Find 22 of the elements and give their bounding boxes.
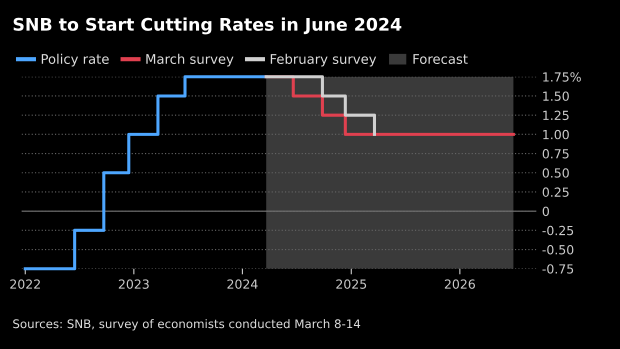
y-tick-label: -0.25: [542, 226, 574, 236]
y-tick-label: -0.50: [542, 245, 574, 254]
source-note: Sources: SNB, survey of economists conducted March 8-14: [13, 319, 360, 331]
legend-label: Forecast: [413, 54, 468, 64]
legend-label: March survey: [146, 54, 234, 67]
y-tick-label: 1.25: [543, 110, 569, 120]
x-tick-label: 2025: [336, 279, 366, 289]
y-tick-label: 0: [542, 206, 549, 216]
y-tick-label: 0.75: [542, 149, 569, 158]
x-tick-label: 2026: [444, 279, 475, 289]
chart-title: SNB to Start Cutting Rates in June 2024: [14, 17, 402, 34]
x-tick-label: 2024: [227, 279, 258, 289]
x-tick-label: 2023: [118, 279, 149, 289]
y-tick-label: 0.25: [542, 187, 569, 197]
y-tick-label: -0.75: [542, 264, 574, 274]
legend-label: Policy rate: [42, 54, 109, 67]
legend-label: February survey: [270, 54, 376, 67]
y-tick-label: 1.75%: [543, 72, 581, 82]
y-tick-label: 1.50: [543, 91, 569, 101]
x-tick-label: 2022: [10, 279, 40, 289]
y-tick-label: 1.00: [543, 130, 569, 140]
y-tick-label: 0.50: [542, 168, 569, 178]
